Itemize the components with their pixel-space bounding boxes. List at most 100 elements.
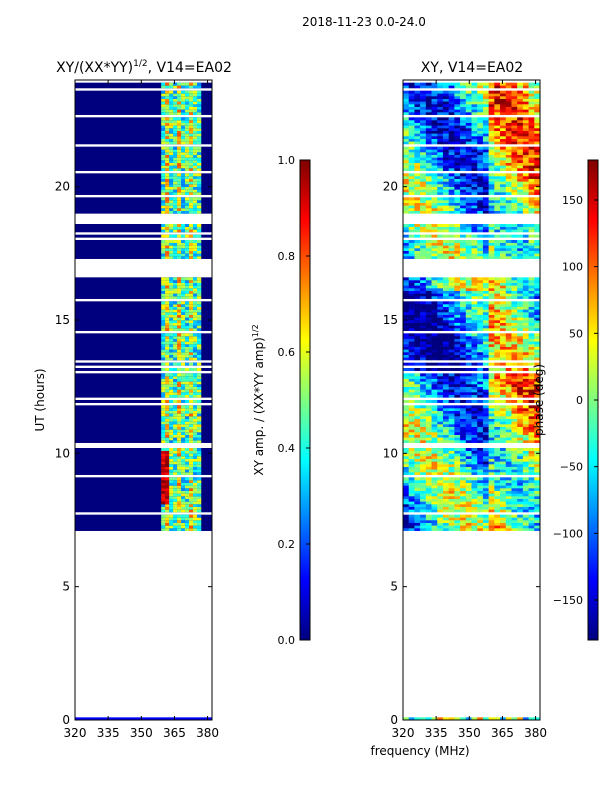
phase-cell — [528, 165, 535, 169]
phase-cell — [448, 485, 455, 489]
amp-cell — [196, 368, 202, 371]
amp-cell — [189, 133, 194, 137]
phase-cell — [431, 437, 438, 441]
phase-cell — [414, 290, 421, 294]
phase-cell — [528, 277, 535, 281]
phase-cell — [448, 336, 455, 339]
phase-cell — [408, 245, 415, 249]
amp-cell — [169, 245, 174, 249]
phase-cell — [511, 496, 518, 499]
amp-cell — [196, 120, 202, 123]
phase-cell — [488, 90, 495, 94]
phase-cell — [437, 250, 444, 254]
phase-cell — [403, 165, 410, 169]
phase-cell — [471, 384, 478, 387]
amp-cell — [181, 522, 186, 526]
phase-cell — [442, 322, 449, 326]
phase-cell — [414, 104, 421, 107]
phase-cell — [522, 392, 529, 395]
phase-cell — [511, 136, 518, 139]
amp-cell — [181, 394, 186, 398]
phase-cell — [528, 152, 535, 155]
phase-cell — [534, 309, 541, 313]
phase-cell — [454, 192, 461, 195]
amp-cell — [181, 173, 186, 177]
phase-cell — [460, 522, 467, 526]
phase-cell — [471, 189, 478, 193]
phase-cell — [425, 464, 432, 467]
phase-cell — [454, 440, 461, 443]
phase-cell — [425, 202, 432, 206]
phase-cell — [528, 525, 535, 529]
phase-cell — [414, 181, 421, 185]
phase-cell — [522, 162, 529, 166]
amp-cell — [173, 341, 178, 345]
phase-cell — [425, 112, 432, 115]
phase-cell — [448, 234, 455, 238]
phase-cell — [465, 133, 472, 137]
phase-cell — [465, 130, 472, 134]
phase-cell — [442, 394, 449, 398]
phase-cell — [454, 205, 461, 209]
amp-cell — [185, 434, 190, 438]
phase-cell — [403, 381, 410, 385]
amp-cell — [161, 368, 166, 371]
phase-cell — [505, 400, 512, 403]
amp-cell — [177, 322, 182, 326]
amp-cell — [185, 477, 190, 481]
phase-cell — [522, 421, 529, 425]
phase-cell — [482, 208, 489, 211]
phase-cell — [534, 181, 541, 185]
amp-cell — [189, 290, 194, 294]
amp-cell — [173, 488, 178, 491]
phase-cell — [460, 493, 467, 497]
phase-cell — [442, 245, 449, 249]
phase-cell — [425, 205, 432, 209]
phase-cell — [420, 197, 427, 201]
phase-cell — [528, 378, 535, 382]
phase-cell — [431, 328, 438, 331]
amp-cell — [196, 394, 202, 398]
phase-cell — [403, 240, 410, 243]
phase-cell — [425, 157, 432, 161]
phase-cell — [494, 410, 501, 414]
phase-cell — [437, 522, 444, 526]
amp-colorbar: 0.00.20.40.60.81.0 XY amp. / (XX*YY amp)… — [251, 154, 311, 647]
amp-cell — [192, 253, 198, 257]
amp-cell — [181, 224, 186, 227]
phase-cell — [425, 301, 432, 305]
phase-cell — [494, 306, 501, 310]
phase-cell — [494, 202, 501, 206]
amp-cell — [185, 416, 190, 419]
amp-cell — [169, 128, 174, 131]
phase-cell — [517, 466, 524, 470]
amp-cell — [177, 432, 182, 435]
amp-cell — [177, 378, 182, 382]
phase-cell — [408, 448, 415, 451]
phase-cell — [465, 466, 472, 470]
amp-cell — [189, 464, 194, 467]
phase-cell — [505, 432, 512, 435]
amp-cell — [185, 469, 190, 473]
amp-cell — [196, 125, 202, 129]
amp-cell — [192, 480, 198, 483]
phase-cell — [460, 253, 467, 257]
phase-cell — [408, 384, 415, 387]
phase-cell — [534, 149, 541, 153]
amp-cell — [196, 288, 202, 291]
amp-cell — [192, 421, 198, 425]
phase-cell — [505, 184, 512, 187]
amp-cell — [192, 242, 198, 246]
phase-cell — [414, 384, 421, 387]
amp-cell — [177, 234, 182, 238]
phase-cell — [528, 178, 535, 182]
phase-cell — [408, 141, 415, 145]
phase-cell — [494, 517, 501, 521]
amp-cell — [173, 525, 178, 529]
phase-cell — [437, 202, 444, 206]
amp-cell — [196, 96, 202, 99]
phase-cell — [517, 205, 524, 209]
phase-cell — [408, 522, 415, 526]
amp-cell — [169, 117, 174, 121]
phase-cell — [460, 488, 467, 491]
